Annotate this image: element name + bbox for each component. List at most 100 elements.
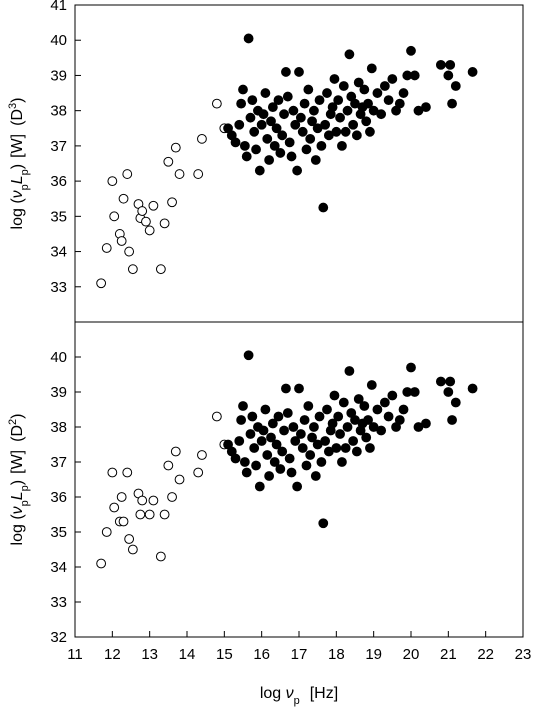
data-point-filled	[353, 77, 364, 88]
data-point-filled	[294, 67, 304, 77]
y-tick-label: 33	[50, 594, 67, 611]
data-point-filled	[247, 95, 258, 105]
data-point-filled	[305, 133, 316, 144]
data-point-open	[155, 551, 166, 562]
data-point-open	[174, 474, 185, 485]
bottom-panel-points	[96, 350, 478, 569]
data-point-filled	[264, 155, 275, 165]
data-point-filled	[294, 383, 304, 394]
data-point-filled	[279, 425, 289, 436]
data-point-filled	[335, 429, 345, 439]
data-point-filled	[409, 70, 420, 81]
x-tick-label: 15	[216, 646, 233, 663]
data-point-filled	[266, 116, 276, 127]
data-point-filled	[318, 518, 329, 529]
data-point-filled	[445, 376, 456, 387]
data-point-filled	[307, 116, 317, 127]
data-point-filled	[251, 144, 261, 155]
x-axis-label: log νp [Hz]	[260, 685, 338, 707]
data-point-filled	[292, 481, 303, 492]
data-point-open	[167, 492, 177, 502]
data-point-filled	[342, 105, 353, 116]
data-point-open	[167, 197, 177, 208]
data-point-filled	[266, 432, 276, 443]
y-tick-label: 37	[50, 454, 67, 471]
data-point-open	[116, 492, 127, 502]
data-point-filled	[344, 366, 355, 376]
data-point-filled	[271, 439, 282, 450]
data-point-filled	[271, 123, 282, 134]
data-point-filled	[338, 397, 349, 408]
data-point-filled	[361, 116, 372, 127]
data-point-filled	[307, 432, 317, 443]
y-tick-label: 34	[50, 559, 67, 576]
x-tick-label: 13	[141, 646, 158, 663]
data-point-filled	[421, 102, 431, 113]
data-point-filled	[366, 380, 377, 390]
data-point-filled	[303, 401, 314, 411]
data-point-open	[197, 133, 207, 144]
x-tick-label: 20	[403, 646, 420, 663]
data-point-filled	[344, 49, 355, 60]
data-point-filled	[443, 70, 454, 81]
data-point-filled	[331, 443, 342, 453]
data-point-open	[137, 495, 148, 506]
data-point-filled	[277, 130, 288, 141]
data-point-filled	[273, 95, 284, 105]
data-point-filled	[249, 126, 260, 137]
data-point-open	[174, 169, 185, 179]
data-point-filled	[372, 404, 383, 415]
data-point-filled	[234, 119, 245, 130]
x-tick-label: 18	[328, 646, 345, 663]
top-panel-points	[96, 33, 478, 289]
data-point-filled	[281, 67, 291, 77]
data-point-filled	[435, 376, 446, 387]
top-panel: 33 34 35 36 37 38 39 40 41 log (νpLp)[W](D3)	[7, 0, 524, 323]
y-tick-label: 39	[50, 67, 67, 84]
data-point-filled	[327, 102, 338, 113]
data-point-filled	[236, 98, 247, 109]
data-point-open	[122, 169, 133, 179]
data-point-open	[193, 169, 204, 179]
data-point-filled	[256, 119, 267, 130]
data-point-filled	[335, 112, 345, 123]
x-tick-label: 22	[477, 646, 494, 663]
data-point-filled	[301, 460, 312, 471]
data-point-filled	[275, 464, 286, 474]
data-point-filled	[394, 415, 405, 425]
data-point-filled	[363, 98, 373, 109]
data-point-open	[135, 509, 146, 520]
data-point-open	[96, 278, 107, 289]
data-point-filled	[447, 415, 457, 425]
data-point-filled	[260, 88, 271, 98]
data-point-filled	[348, 119, 359, 130]
data-point-filled	[406, 45, 416, 56]
top-panel-y-axis-label: log (νpLp)[W](D3)	[7, 98, 31, 230]
data-point-filled	[292, 165, 303, 176]
data-point-filled	[297, 443, 308, 453]
y-tick-label: 41	[50, 0, 67, 14]
data-point-filled	[230, 453, 241, 464]
y-tick-label: 32	[50, 629, 67, 646]
data-point-filled	[301, 144, 312, 155]
data-point-filled	[275, 148, 286, 158]
bottom-panel-y-ticks: 32 33 34 35 36 37 38 39 40	[50, 349, 81, 646]
data-point-filled	[267, 418, 278, 429]
data-point-filled	[286, 467, 297, 478]
data-point-filled	[241, 151, 252, 162]
data-point-open	[170, 142, 181, 153]
data-point-filled	[333, 95, 344, 105]
data-point-filled	[342, 422, 353, 432]
data-point-filled	[394, 98, 405, 109]
data-point-filled	[351, 130, 362, 141]
data-point-filled	[258, 109, 269, 120]
data-point-filled	[379, 81, 390, 91]
data-point-filled	[361, 432, 372, 443]
top-panel-y-ticks: 33 34 35 36 37 38 39 40 41	[50, 0, 81, 296]
y-tick-label: 38	[50, 103, 67, 120]
data-point-filled	[239, 140, 250, 151]
data-point-open	[124, 246, 135, 257]
data-point-filled	[340, 443, 351, 453]
data-point-filled	[258, 425, 269, 436]
data-point-filled	[387, 390, 398, 401]
